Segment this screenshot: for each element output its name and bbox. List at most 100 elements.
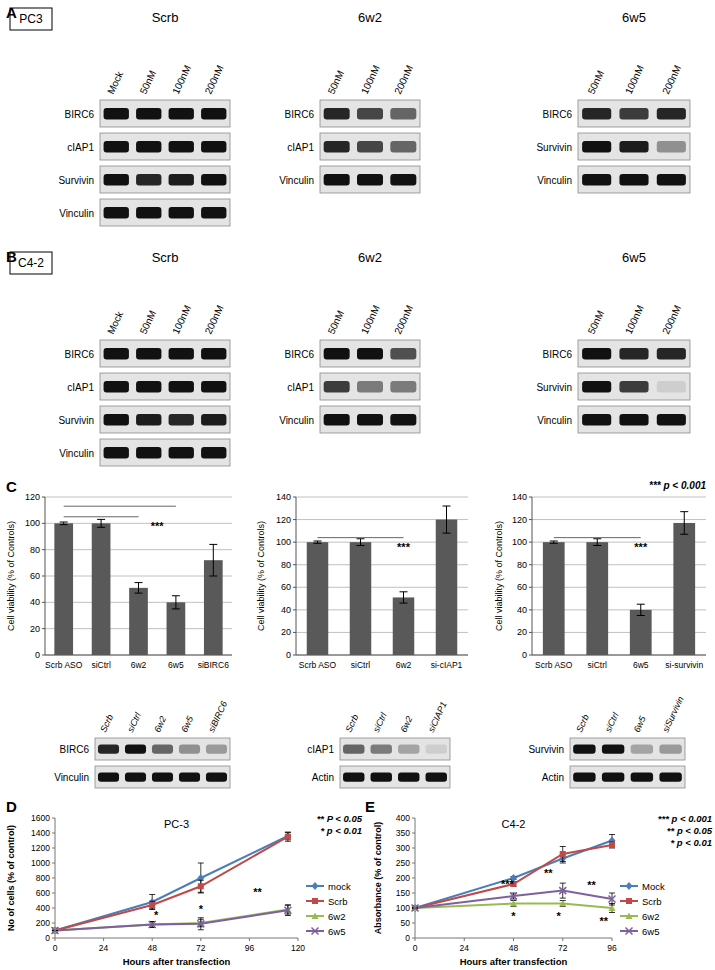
lane-label: 100nM bbox=[359, 63, 382, 95]
note: * p < 0.01 bbox=[321, 825, 362, 836]
legend-marker bbox=[626, 898, 632, 904]
row-label: BIRC6 bbox=[65, 109, 95, 120]
grid-line bbox=[532, 519, 706, 520]
error-cap bbox=[285, 841, 291, 842]
band bbox=[324, 348, 350, 359]
tick-label: 600 bbox=[36, 888, 50, 898]
error-cap bbox=[209, 544, 217, 545]
error-bar bbox=[149, 922, 155, 928]
row-label: Vinculin bbox=[54, 772, 89, 783]
blot-strip bbox=[578, 340, 690, 367]
blot: 6w250nM100nM200nMBIRC6cIAP1Vinculin bbox=[279, 10, 420, 193]
blot-strip bbox=[95, 766, 230, 788]
error-cap bbox=[443, 533, 451, 534]
error-cap bbox=[637, 615, 645, 616]
blot-strip bbox=[340, 766, 450, 788]
blot-strip bbox=[578, 133, 690, 160]
series-line bbox=[415, 891, 612, 908]
blot-strip bbox=[320, 100, 420, 127]
row-label: Survivin bbox=[58, 415, 94, 426]
legend-label: 6w2 bbox=[328, 911, 345, 922]
band bbox=[657, 348, 686, 359]
legend-label: Mock bbox=[642, 881, 665, 892]
legend: MockScrb6w26w5 bbox=[620, 881, 665, 937]
lane-label: 200nM bbox=[392, 63, 415, 95]
row-label: Vinculin bbox=[59, 448, 94, 459]
tick-label: 120 bbox=[276, 515, 291, 525]
tick-mark bbox=[52, 923, 55, 924]
error-cap bbox=[550, 543, 558, 544]
lane-label: Mock bbox=[105, 309, 125, 336]
error-stem bbox=[403, 592, 404, 603]
blot: 6w550nM100nM200nMBIRC6SurvivinVinculin bbox=[536, 10, 690, 193]
row-label: cIAP1 bbox=[287, 382, 314, 393]
band bbox=[582, 141, 611, 152]
error-cap bbox=[400, 603, 408, 604]
row-label: Vinculin bbox=[279, 175, 314, 186]
error-bar bbox=[511, 901, 517, 907]
tick-label: 48 bbox=[509, 943, 519, 953]
tick-label: 60 bbox=[281, 582, 291, 592]
lane-label: 200nM bbox=[203, 303, 226, 335]
error-stem bbox=[101, 519, 102, 527]
error-cap bbox=[560, 898, 566, 899]
tick-label: 20 bbox=[30, 624, 40, 634]
lane-label: 100nM bbox=[623, 63, 646, 95]
error-bar bbox=[560, 901, 566, 907]
blot-strip bbox=[100, 133, 230, 160]
band bbox=[619, 108, 648, 119]
point bbox=[412, 905, 419, 912]
row-label: BIRC6 bbox=[285, 109, 315, 120]
tick-label: 72 bbox=[558, 943, 568, 953]
point bbox=[510, 893, 517, 900]
lane-label: 200nM bbox=[203, 63, 226, 95]
row-label: BIRC6 bbox=[60, 744, 90, 755]
lane-label: 100nM bbox=[170, 63, 193, 95]
error-bar bbox=[443, 506, 451, 533]
panel-letter: B bbox=[6, 248, 17, 265]
legend-label: mock bbox=[328, 881, 351, 892]
error-cap bbox=[400, 591, 408, 592]
band bbox=[582, 381, 611, 392]
legend: mockScrb6w26w5 bbox=[306, 881, 351, 937]
error-bar bbox=[149, 901, 155, 909]
bar bbox=[350, 542, 372, 655]
category-label: siCtrl bbox=[351, 660, 370, 670]
tick-mark bbox=[55, 938, 56, 941]
point bbox=[559, 887, 566, 894]
blot: ScrbsiCtrl6w26w5siBIRC6BIRC6Vinculin bbox=[54, 700, 230, 788]
tick-label: 1400 bbox=[31, 828, 50, 838]
band bbox=[104, 108, 129, 119]
tick-label: 0 bbox=[53, 943, 58, 953]
tick-mark bbox=[412, 863, 415, 864]
tick-label: 1200 bbox=[31, 843, 50, 853]
tick-label: 0 bbox=[45, 933, 50, 943]
row-label: Vinculin bbox=[537, 415, 572, 426]
tick-mark bbox=[52, 878, 55, 879]
row-label: cIAP1 bbox=[67, 142, 94, 153]
cell-line-box: PC3 bbox=[10, 8, 52, 30]
bar bbox=[54, 523, 73, 655]
point bbox=[609, 842, 615, 848]
error-cap bbox=[357, 538, 365, 539]
point bbox=[198, 883, 204, 889]
band bbox=[125, 773, 146, 782]
band bbox=[582, 108, 611, 119]
blot-strip bbox=[320, 340, 420, 367]
significance-line bbox=[554, 537, 641, 538]
error-cap bbox=[172, 608, 180, 609]
annotation: * bbox=[154, 909, 159, 921]
band bbox=[104, 141, 129, 152]
error-bar bbox=[97, 519, 105, 527]
y-axis bbox=[45, 497, 46, 655]
tick-label: 50 bbox=[401, 918, 411, 928]
band bbox=[602, 745, 624, 754]
legend-label: Scrb bbox=[328, 896, 348, 907]
band bbox=[619, 141, 648, 152]
error-bar bbox=[285, 905, 291, 916]
tick-label: 120 bbox=[25, 492, 40, 502]
error-cap bbox=[609, 905, 615, 906]
tick-label: 80 bbox=[30, 545, 40, 555]
tick-label: 48 bbox=[147, 943, 157, 953]
lane-label: Mock bbox=[105, 69, 125, 96]
